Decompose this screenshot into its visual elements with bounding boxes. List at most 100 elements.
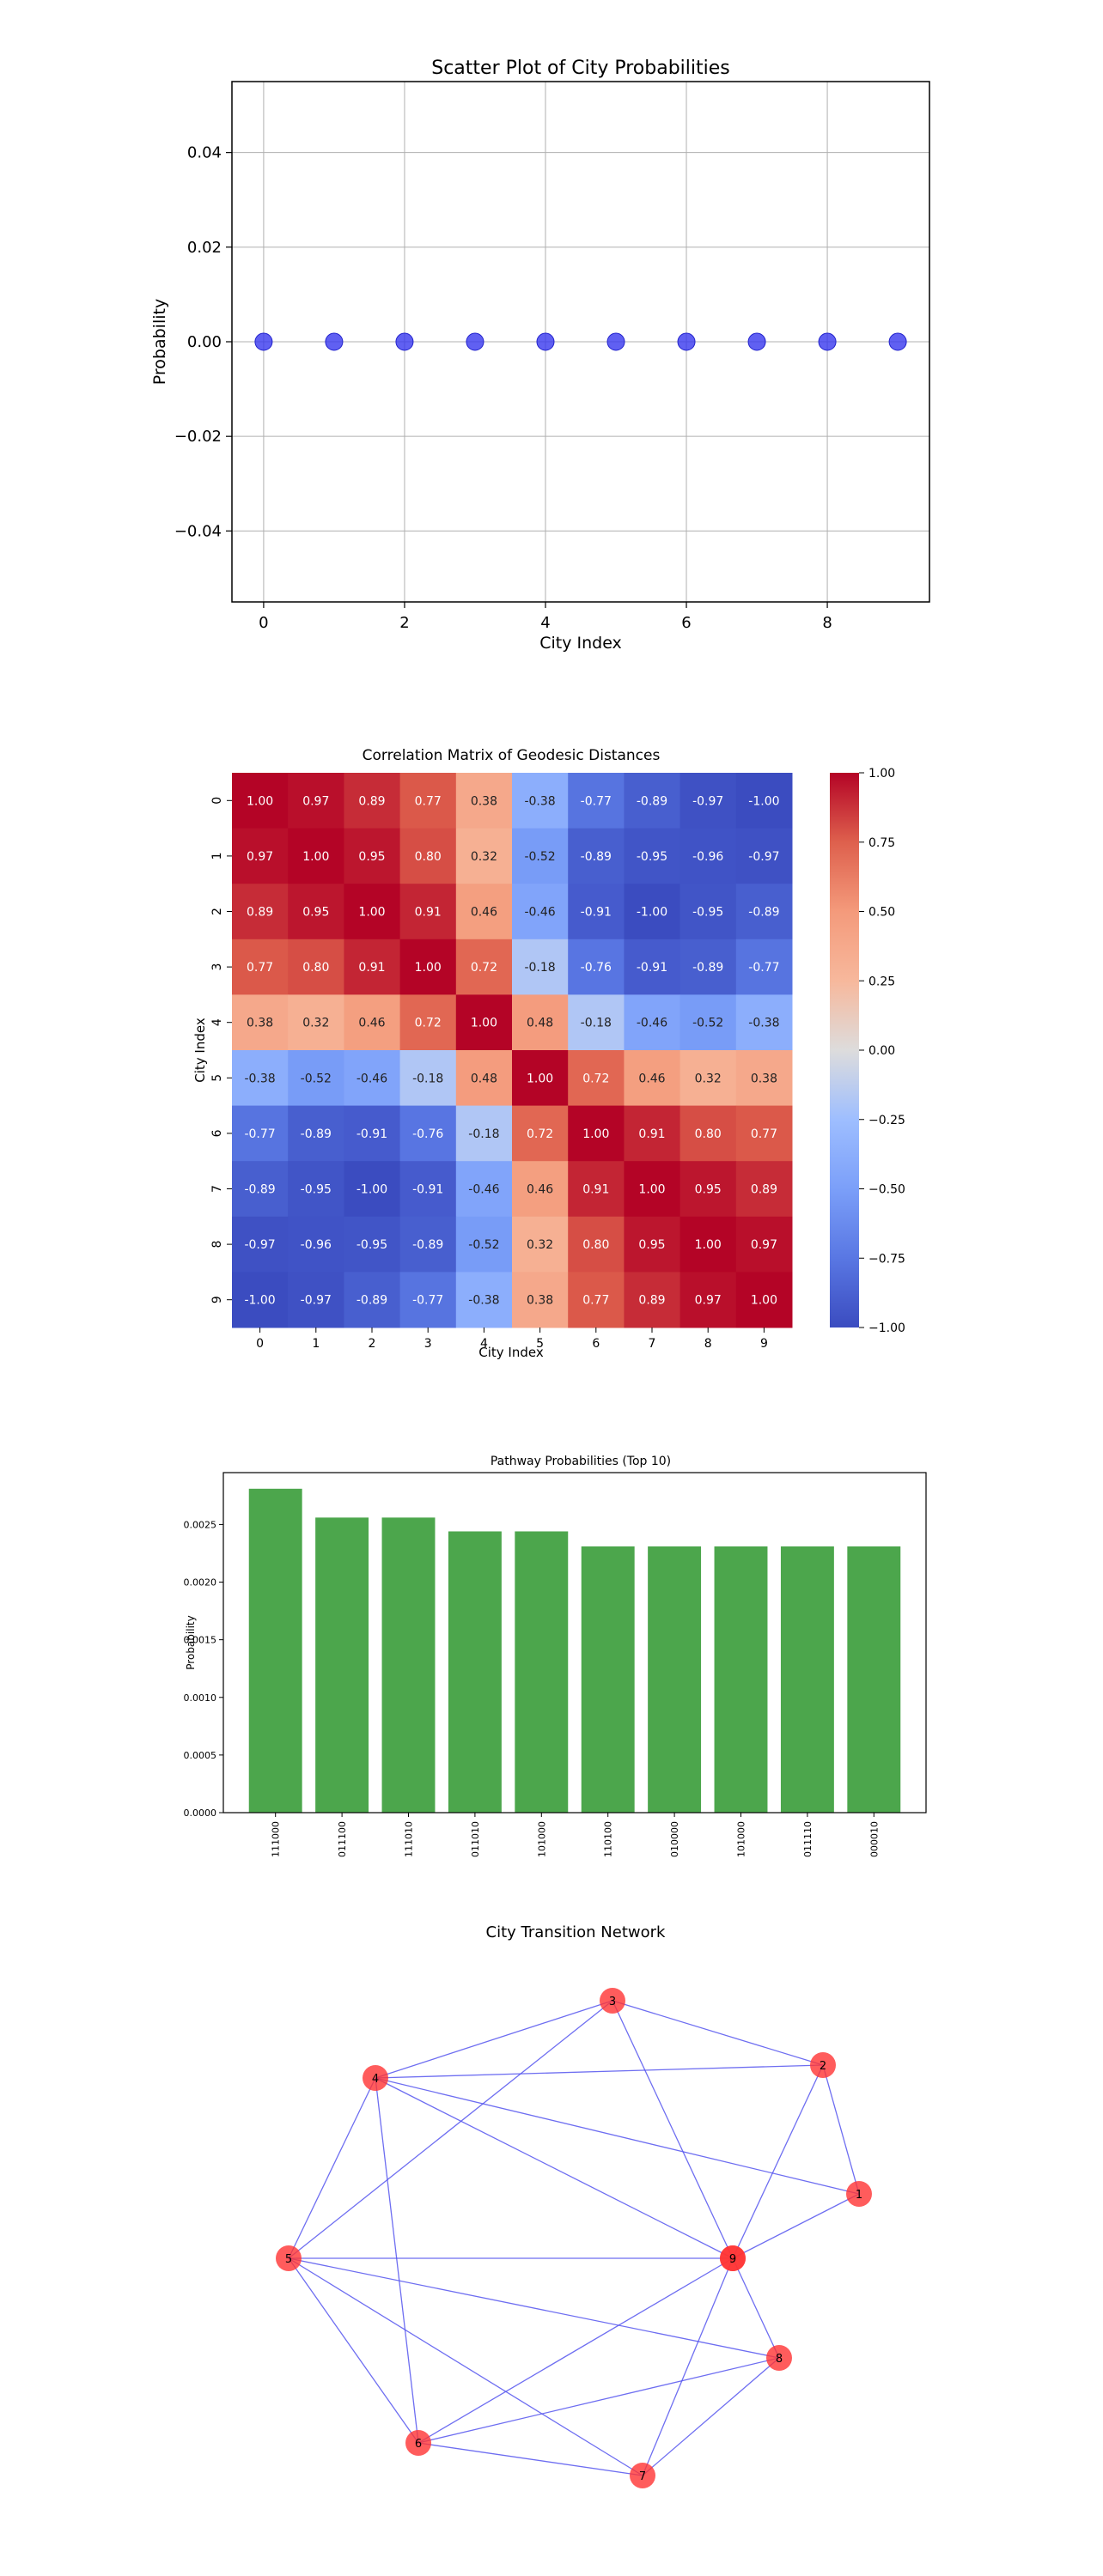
heatmap-cell [399, 1216, 457, 1273]
heatmap-cell [344, 1050, 401, 1107]
heatmap-cell-label: -0.46 [524, 906, 555, 920]
heatmap-cell [735, 939, 793, 995]
heatmap-cell [679, 1105, 737, 1162]
heatmap-cell-label: -0.18 [468, 1127, 499, 1141]
heatmap-cell-label: 0.32 [471, 850, 497, 864]
heatmap-cell [735, 884, 793, 940]
heatmap-cell [568, 884, 625, 940]
heatmap-cell-label: 0.72 [527, 1127, 553, 1141]
heatmap-cell [568, 1050, 625, 1107]
heatmap-cell-label: -0.38 [748, 1017, 779, 1030]
heatmap-cell [344, 884, 401, 940]
network-node-label: 8 [776, 2353, 783, 2366]
heatmap-cell-label: 1.00 [638, 1183, 665, 1197]
heatmap-cell-label: 0.38 [247, 1017, 273, 1030]
heatmap-cell-label: -0.38 [524, 794, 555, 808]
heatmap-cell [624, 1161, 681, 1218]
heatmap-cell-label: -0.18 [524, 961, 555, 975]
network-edge [822, 2064, 860, 2195]
heatmap-cell [399, 773, 457, 829]
network-node [720, 2245, 746, 2271]
heatmap-x-ticks: 0 1 2 3 4 5 6 7 8 9 [256, 1327, 768, 1351]
heatmap-cell-label: -0.38 [244, 1072, 275, 1085]
network-node [363, 2065, 388, 2091]
heatmap-cell-label: 0.95 [358, 850, 385, 864]
network-edge [732, 2193, 860, 2259]
heatmap-cell-label: 0.38 [527, 1294, 553, 1308]
heatmap-cell-label: 0.97 [302, 794, 329, 808]
heatmap-cell-label: -1.00 [748, 794, 779, 808]
scatter-x-tick-label: 2 [399, 614, 409, 632]
heatmap-cell [288, 773, 344, 829]
heatmap-cell-label: -0.18 [412, 1072, 443, 1085]
heatmap-cell [288, 994, 344, 1051]
bar-x-tick-label: 010000 [669, 1821, 680, 1857]
heatmap-cell-label: -1.00 [244, 1294, 275, 1308]
heatmap-cell [455, 994, 513, 1051]
bar-x-tick-label: 101000 [736, 1821, 747, 1857]
heatmap-x-tick-label: 2 [369, 1337, 376, 1351]
heatmap-cell [288, 828, 344, 884]
heatmap-cell-label: -0.38 [468, 1294, 499, 1308]
bar [714, 1546, 768, 1813]
heatmap-cell-label: -0.89 [692, 961, 723, 975]
heatmap-x-tick-label: 3 [424, 1337, 432, 1351]
heatmap-cell-label: -0.97 [692, 794, 723, 808]
heatmap-cell [455, 939, 513, 995]
network-edge [732, 2064, 824, 2259]
heatmap-cell [679, 1272, 737, 1328]
scatter-point [536, 332, 555, 351]
heatmap-cell-label: 0.91 [582, 1183, 609, 1197]
heatmap-cell [399, 939, 457, 995]
bar-series [248, 1488, 901, 1813]
bar-x-tick-label: 011100 [337, 1821, 348, 1857]
heatmap-cell-label: 0.46 [358, 1017, 385, 1030]
bar-y-tick-label: 0.0020 [184, 1577, 217, 1589]
colorbar-ticks: 1.00 0.75 0.50 0.25 0.00 −0.25 −0.50 −0.75 −1.00 [859, 767, 905, 1335]
heatmap-cell [512, 1161, 569, 1218]
heatmap-cell [679, 939, 737, 995]
heatmap-cell [679, 773, 737, 829]
network-node-label: 9 [729, 2253, 736, 2266]
heatmap-cell [735, 1050, 793, 1107]
colorbar-tick-label: 0.00 [868, 1044, 895, 1058]
heatmap-cell-label: 0.32 [695, 1072, 722, 1085]
heatmap-cell [399, 1161, 457, 1218]
heatmap-cell-label: -0.52 [524, 850, 555, 864]
heatmap-cell [455, 1272, 513, 1328]
heatmap-cell-label: -0.52 [692, 1017, 723, 1030]
heatmap-cell [568, 994, 625, 1051]
network-edge [732, 2257, 780, 2359]
heatmap-x-tick-label: 1 [312, 1337, 320, 1351]
heatmap-cell [344, 828, 401, 884]
heatmap-cell-label: -0.77 [748, 961, 779, 975]
heatmap-cell-label: -0.95 [301, 1183, 332, 1197]
scatter-point [747, 332, 766, 351]
scatter-y-tick-label: −0.02 [174, 428, 222, 446]
heatmap-cell-label: -0.96 [692, 850, 723, 864]
heatmap-cell [568, 773, 625, 829]
heatmap-cell-label: 1.00 [527, 1072, 553, 1085]
heatmap-cell-label: -0.89 [412, 1238, 443, 1252]
heatmap-cell [344, 939, 401, 995]
bar-y-tick-label: 0.0005 [184, 1750, 217, 1761]
colorbar-tick-label: −1.00 [868, 1321, 905, 1335]
heatmap-cell-label: 1.00 [358, 906, 385, 920]
heatmap-title: Correlation Matrix of Geodesic Distances [363, 747, 661, 764]
bar-plot-frame [222, 1472, 927, 1814]
heatmap-cell-label: 0.80 [302, 961, 329, 975]
heatmap-cell-label: 0.89 [638, 1294, 665, 1308]
heatmap-cell-label: -0.97 [748, 850, 779, 864]
heatmap-cell-label: 0.77 [751, 1127, 777, 1141]
heatmap-cell-label: -0.91 [412, 1183, 443, 1197]
heatmap-cell-label: 0.89 [358, 794, 385, 808]
heatmap-cell-label: -0.89 [356, 1294, 387, 1308]
heatmap-x-tick-label: 9 [760, 1337, 768, 1351]
colorbar-tick-label: 0.50 [868, 906, 895, 920]
bar-y-axis-label: Probability [185, 1615, 197, 1669]
heatmap-cell [735, 1105, 793, 1162]
bar-y-tick-label: 0.0025 [184, 1519, 217, 1530]
bar-y-tick-label: 0.0015 [184, 1635, 217, 1646]
scatter-points [254, 332, 907, 351]
